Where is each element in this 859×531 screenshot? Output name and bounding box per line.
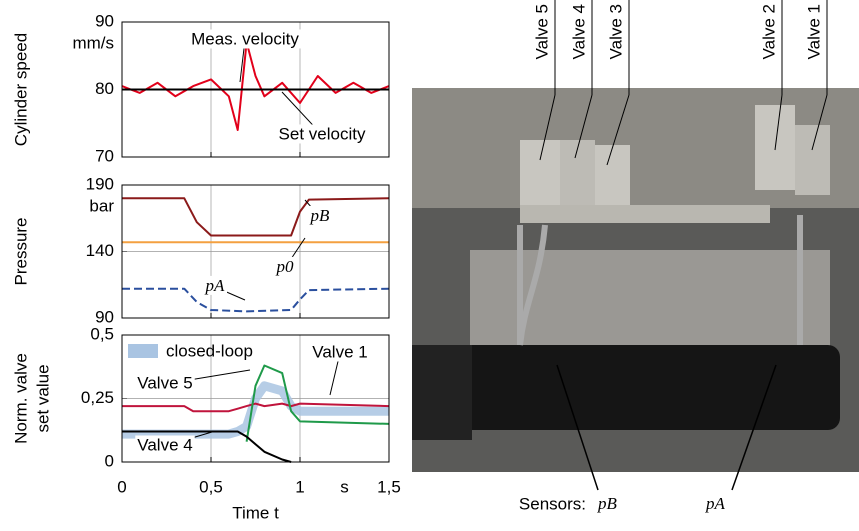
x-tick-label: 1,5 xyxy=(377,477,401,496)
valve-pointer xyxy=(606,94,630,166)
y-tick-label: 0,25 xyxy=(81,388,114,407)
legend-swatch xyxy=(128,344,158,358)
y-tick-label: 70 xyxy=(95,146,114,165)
label-background xyxy=(307,205,333,225)
y-axis-label: Pressure xyxy=(11,217,30,285)
series-label: pB xyxy=(310,206,331,225)
series-label: Set velocity xyxy=(279,124,366,143)
series-line xyxy=(122,287,390,313)
y-tick-label: 190 xyxy=(86,174,114,193)
series-label: p0 xyxy=(276,257,295,276)
y-tick-label: 140 xyxy=(86,241,114,260)
valve-pointer xyxy=(811,94,828,151)
y-tick-label: 0 xyxy=(105,451,114,470)
valve-pointer xyxy=(539,94,556,161)
valve-label: Valve 5 xyxy=(532,4,551,59)
label-background xyxy=(273,256,296,276)
y-tick-label: 90 xyxy=(95,11,114,30)
photo-cylinder xyxy=(440,345,840,430)
y-axis-label: Cylinder speed xyxy=(11,33,30,146)
x-tick-label: 0 xyxy=(117,477,126,496)
plot-frame xyxy=(121,184,390,319)
y-axis-label: set value xyxy=(33,364,52,432)
photo-manifold xyxy=(520,205,770,223)
photo-pipes xyxy=(517,215,803,346)
y-tick-label: 80 xyxy=(95,79,114,98)
label-background xyxy=(189,29,302,49)
series-label: pA xyxy=(205,276,226,295)
sensor-pointer xyxy=(731,364,777,491)
series-line xyxy=(122,402,390,413)
series-label: Meas. velocity xyxy=(191,29,299,48)
chart: 90 140 190 Pressure bar pB p0 pA xyxy=(11,174,390,326)
x-unit: s xyxy=(340,477,349,496)
label-background xyxy=(276,124,368,144)
series-line xyxy=(122,430,292,463)
chart: 0 0,25 0,5 0 0,5 1 1,5 s Time t Norm. valve set va… xyxy=(11,324,400,522)
photo-cylinder-end xyxy=(412,345,472,440)
series-label: Valve 4 xyxy=(137,435,192,454)
photo: Sensors: pB pA xyxy=(412,88,859,513)
chart: 70 80 90 Cylinder speed mm/s Meas. velocity Se… xyxy=(11,11,390,165)
series-label: Valve 5 xyxy=(137,373,192,392)
y-tick-label: 0,5 xyxy=(90,324,114,343)
photo-valve xyxy=(795,125,830,195)
valve-label: Valve 2 xyxy=(759,4,778,59)
label-background xyxy=(135,373,195,393)
sensor-label: pA xyxy=(705,494,726,513)
x-tick-label: 1 xyxy=(295,477,304,496)
photo-valve xyxy=(520,140,560,205)
y-unit: mm/s xyxy=(72,33,114,52)
sensor-pointer xyxy=(556,364,599,491)
sensor-label: pB xyxy=(597,494,618,513)
label-background xyxy=(310,342,370,362)
label-background xyxy=(135,435,195,455)
plot-frame xyxy=(121,21,390,158)
label-background xyxy=(202,275,228,295)
y-unit: bar xyxy=(89,196,114,215)
plot-frame xyxy=(121,334,390,463)
series-line xyxy=(122,197,390,237)
x-axis-label: Time t xyxy=(232,503,279,522)
y-axis-label: Norm. valve xyxy=(11,353,30,444)
y-tick-label: 90 xyxy=(95,307,114,326)
valve-label: Valve 3 xyxy=(606,4,625,59)
legend-label: closed-loop xyxy=(166,341,253,360)
series-label: Valve 1 xyxy=(312,342,367,361)
valve-pointer xyxy=(574,94,593,159)
photo-valve xyxy=(595,145,630,205)
sensors-label: Sensors: xyxy=(519,494,586,513)
valve-pointer xyxy=(774,94,783,151)
series-line xyxy=(245,364,390,442)
series-line xyxy=(121,41,390,131)
x-tick-label: 0,5 xyxy=(199,477,223,496)
valve-label: Valve 4 xyxy=(569,4,588,59)
photo-valve xyxy=(560,140,595,205)
valve-label: Valve 1 xyxy=(804,4,823,59)
